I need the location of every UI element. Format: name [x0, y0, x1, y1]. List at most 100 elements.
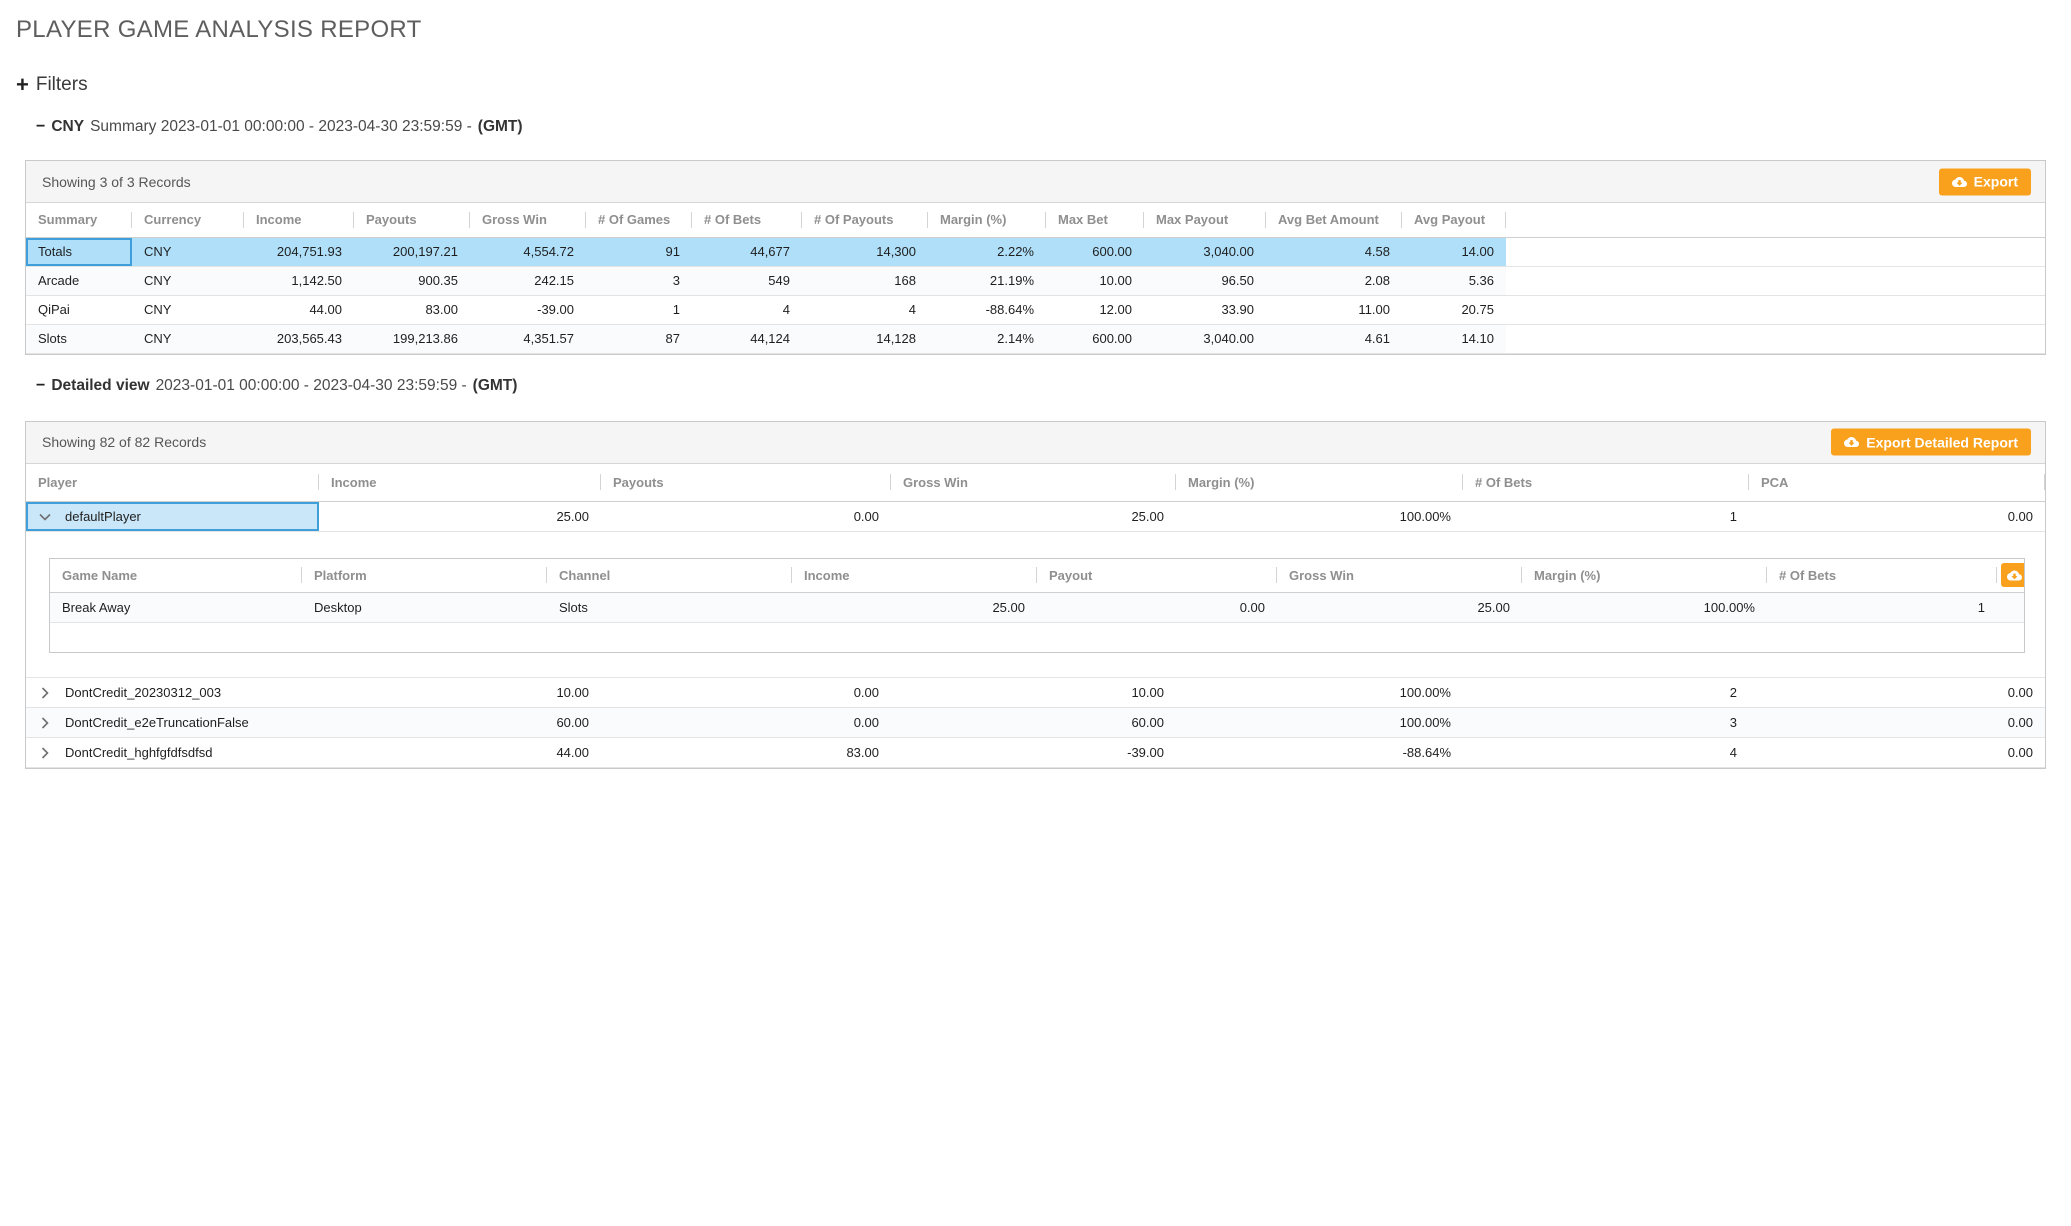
table-cell[interactable]: 25.00	[891, 501, 1176, 532]
table-cell[interactable]: CNY	[132, 324, 244, 354]
table-cell[interactable]: CNY	[132, 295, 244, 325]
column-header[interactable]: # Of Bets	[1463, 463, 1749, 502]
table-cell[interactable]: -39.00	[891, 737, 1176, 768]
table-cell[interactable]: 1	[1463, 501, 1749, 532]
table-cell[interactable]: 100.00%	[1176, 677, 1463, 708]
column-header[interactable]: Margin (%)	[1176, 463, 1463, 502]
table-cell[interactable]: 2.08	[1266, 266, 1402, 296]
column-header[interactable]: Player	[26, 463, 319, 502]
table-cell[interactable]: 11.00	[1266, 295, 1402, 325]
player-cell[interactable]: DontCredit_20230312_003	[26, 677, 319, 708]
collapse-icon[interactable]: −	[36, 376, 46, 394]
column-header[interactable]: Income	[319, 463, 601, 502]
table-cell[interactable]: 60.00	[891, 707, 1176, 738]
player-cell[interactable]: DontCredit_hghfgfdfsdfsd	[26, 737, 319, 768]
export-nested-button[interactable]	[2001, 563, 2024, 588]
table-cell[interactable]: 5.36	[1402, 266, 1506, 296]
export-detailed-report-button[interactable]: Export Detailed Report	[1831, 428, 2031, 456]
column-header[interactable]: Currency	[132, 203, 244, 238]
table-cell[interactable]: 549	[692, 266, 802, 296]
table-cell[interactable]: QiPai	[26, 295, 132, 325]
table-cell[interactable]: 10.00	[319, 677, 601, 708]
table-cell[interactable]: 4	[802, 295, 928, 325]
column-header[interactable]: Game Name	[50, 559, 302, 593]
table-cell[interactable]: 4	[692, 295, 802, 325]
table-cell[interactable]: 25.00	[792, 592, 1037, 623]
table-cell[interactable]: 25.00	[319, 501, 601, 532]
table-cell[interactable]: 44,677	[692, 237, 802, 267]
table-cell[interactable]: 204,751.93	[244, 237, 354, 267]
table-cell[interactable]: 3	[1463, 707, 1749, 738]
table-cell[interactable]: 168	[802, 266, 928, 296]
table-cell[interactable]: 2.22%	[928, 237, 1046, 267]
table-cell[interactable]: 12.00	[1046, 295, 1144, 325]
table-cell[interactable]: 2.14%	[928, 324, 1046, 354]
column-header[interactable]: # Of Bets	[692, 203, 802, 238]
table-cell[interactable]: 4	[1463, 737, 1749, 768]
table-cell[interactable]: Arcade	[26, 266, 132, 296]
table-cell[interactable]: 4.58	[1266, 237, 1402, 267]
table-cell[interactable]: 4,351.57	[470, 324, 586, 354]
column-header[interactable]: Income	[792, 559, 1037, 593]
table-cell[interactable]: 199,213.86	[354, 324, 470, 354]
table-cell[interactable]: 0.00	[1037, 592, 1277, 623]
table-cell[interactable]: 2	[1463, 677, 1749, 708]
table-cell[interactable]: 33.90	[1144, 295, 1266, 325]
export-button[interactable]: Export	[1938, 168, 2031, 195]
table-cell[interactable]: 10.00	[1046, 266, 1144, 296]
table-cell[interactable]: 83.00	[601, 737, 891, 768]
table-cell[interactable]: 83.00	[354, 295, 470, 325]
table-cell[interactable]: 44,124	[692, 324, 802, 354]
table-cell[interactable]: -39.00	[470, 295, 586, 325]
column-header[interactable]: Margin (%)	[1522, 559, 1767, 593]
table-cell[interactable]: 96.50	[1144, 266, 1266, 296]
table-cell[interactable]: 0.00	[1749, 707, 2045, 738]
column-header[interactable]: Platform	[302, 559, 547, 593]
table-cell[interactable]: 600.00	[1046, 324, 1144, 354]
player-cell[interactable]: defaultPlayer	[26, 501, 319, 532]
table-cell[interactable]: 900.35	[354, 266, 470, 296]
table-cell[interactable]: 4,554.72	[470, 237, 586, 267]
table-cell[interactable]: CNY	[132, 237, 244, 267]
table-cell[interactable]: 203,565.43	[244, 324, 354, 354]
table-cell[interactable]: 242.15	[470, 266, 586, 296]
column-header[interactable]: # Of Payouts	[802, 203, 928, 238]
table-cell[interactable]: 100.00%	[1522, 592, 1767, 623]
filters-toggle[interactable]: + Filters	[16, 74, 88, 96]
table-cell[interactable]: 91	[586, 237, 692, 267]
column-header[interactable]: Channel	[547, 559, 792, 593]
table-cell[interactable]: 0.00	[601, 501, 891, 532]
column-header[interactable]: Income	[244, 203, 354, 238]
table-cell[interactable]: 0.00	[1749, 737, 2045, 768]
column-header[interactable]: Payouts	[601, 463, 891, 502]
column-header[interactable]: Avg Bet Amount	[1266, 203, 1402, 238]
column-header[interactable]: Payouts	[354, 203, 470, 238]
column-header[interactable]: # Of Bets	[1767, 559, 1997, 593]
table-cell[interactable]: Slots	[26, 324, 132, 354]
table-cell[interactable]: 100.00%	[1176, 501, 1463, 532]
table-cell[interactable]: 4.61	[1266, 324, 1402, 354]
column-header[interactable]: Payout	[1037, 559, 1277, 593]
column-header[interactable]: Gross Win	[470, 203, 586, 238]
table-cell[interactable]: 44.00	[244, 295, 354, 325]
column-header[interactable]: Margin (%)	[928, 203, 1046, 238]
table-cell[interactable]: 14,300	[802, 237, 928, 267]
column-header[interactable]: Gross Win	[1277, 559, 1522, 593]
table-cell[interactable]: 100.00%	[1176, 707, 1463, 738]
table-cell[interactable]: CNY	[132, 266, 244, 296]
column-header[interactable]: PCA	[1749, 463, 2045, 502]
table-cell[interactable]: 21.19%	[928, 266, 1046, 296]
table-cell[interactable]: 0.00	[601, 677, 891, 708]
column-header[interactable]: Max Payout	[1144, 203, 1266, 238]
column-header[interactable]: Summary	[26, 203, 132, 238]
column-header[interactable]: # Of Games	[586, 203, 692, 238]
table-cell[interactable]: 200,197.21	[354, 237, 470, 267]
table-cell[interactable]: 0.00	[1749, 501, 2045, 532]
table-cell[interactable]: 44.00	[319, 737, 601, 768]
table-cell[interactable]: 20.75	[1402, 295, 1506, 325]
table-cell[interactable]: 14.10	[1402, 324, 1506, 354]
table-cell[interactable]: Totals	[26, 237, 132, 267]
table-cell[interactable]: 3,040.00	[1144, 324, 1266, 354]
chevron-right-icon[interactable]	[38, 746, 52, 759]
table-cell[interactable]: 1	[1767, 592, 1997, 623]
